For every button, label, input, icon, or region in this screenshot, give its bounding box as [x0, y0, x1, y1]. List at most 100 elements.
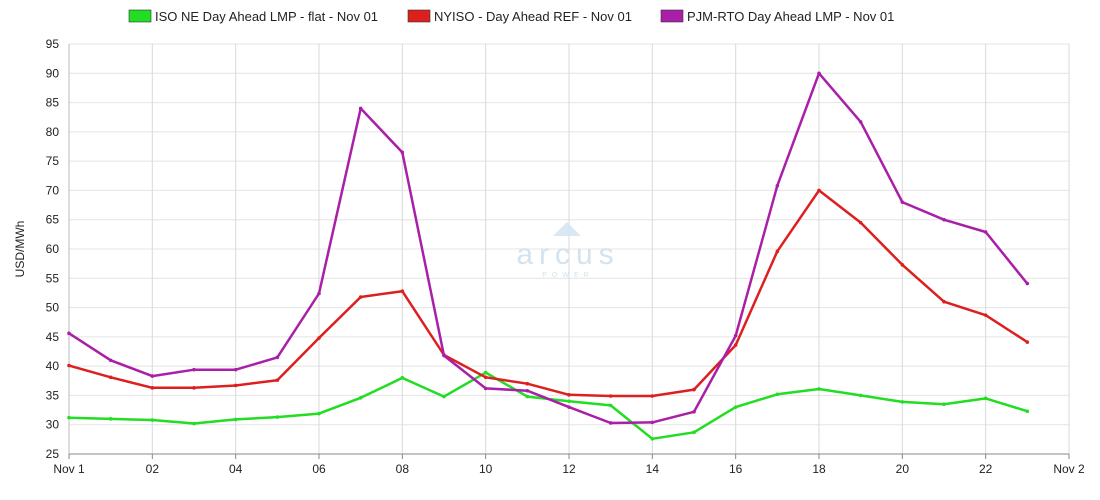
series-point[interactable] — [983, 396, 988, 401]
series-point[interactable] — [275, 355, 280, 360]
legend-swatch[interactable] — [407, 9, 431, 23]
series-point[interactable] — [483, 375, 488, 380]
series-point[interactable] — [233, 383, 238, 388]
watermark-triangle-icon — [553, 222, 581, 236]
x-tick-label: 18 — [812, 462, 826, 476]
series-2[interactable] — [67, 188, 1030, 398]
series-point[interactable] — [108, 417, 113, 421]
series-point[interactable] — [233, 417, 238, 422]
series-point[interactable] — [108, 375, 113, 380]
watermark-brand: arcus — [516, 238, 619, 271]
series-point[interactable] — [567, 405, 571, 409]
series-point[interactable] — [733, 343, 738, 347]
series-point[interactable] — [358, 395, 363, 400]
legend-swatch[interactable] — [660, 9, 684, 23]
series-point[interactable] — [692, 410, 696, 414]
legend-item-3[interactable]: PJM-RTO Day Ahead LMP - Nov 01 — [660, 9, 894, 24]
series-point[interactable] — [775, 392, 780, 397]
series-point[interactable] — [108, 358, 113, 363]
series-point[interactable] — [67, 415, 71, 420]
series-point[interactable] — [67, 331, 71, 336]
series-point[interactable] — [858, 220, 863, 225]
series-point[interactable] — [775, 183, 780, 188]
series-1[interactable] — [67, 370, 1030, 441]
series-point[interactable] — [525, 388, 530, 393]
x-tick-label: 12 — [562, 462, 576, 476]
series-point[interactable] — [1025, 409, 1030, 414]
y-tick-label: 80 — [46, 125, 60, 139]
series-point[interactable] — [483, 386, 488, 391]
series-point[interactable] — [983, 230, 988, 234]
series-point[interactable] — [483, 370, 488, 375]
legend-label[interactable]: NYISO - Day Ahead REF - Nov 01 — [434, 9, 632, 24]
watermark-tagline: POWER — [542, 272, 593, 279]
series-point[interactable] — [650, 436, 655, 441]
legend-label[interactable]: ISO NE Day Ahead LMP - flat - Nov 01 — [155, 9, 378, 24]
series-point[interactable] — [192, 386, 196, 390]
series-point[interactable] — [442, 394, 446, 399]
series-point[interactable] — [608, 403, 613, 408]
series-point[interactable] — [650, 420, 655, 425]
series-point[interactable] — [192, 421, 196, 426]
series-point[interactable] — [1025, 340, 1030, 344]
series-point[interactable] — [400, 150, 405, 155]
series-point[interactable] — [983, 313, 988, 317]
series-point[interactable] — [817, 71, 821, 76]
series-point[interactable] — [525, 394, 530, 399]
x-tick-label: 08 — [396, 462, 410, 476]
series-point[interactable] — [192, 367, 196, 372]
series-point[interactable] — [567, 399, 571, 404]
series-point[interactable] — [942, 402, 946, 407]
legend-swatch[interactable] — [128, 9, 152, 23]
series-line[interactable] — [68, 189, 1028, 398]
series-point[interactable] — [608, 394, 613, 398]
series-point[interactable] — [733, 333, 738, 338]
series-point[interactable] — [233, 367, 238, 372]
series-point[interactable] — [900, 263, 905, 267]
series-point[interactable] — [692, 387, 696, 392]
series-point[interactable] — [358, 106, 363, 111]
series-point[interactable] — [67, 363, 71, 368]
y-tick-label: 40 — [46, 359, 60, 373]
y-tick-label: 30 — [46, 418, 60, 432]
series-point[interactable] — [733, 405, 738, 409]
x-tick-label: 20 — [896, 462, 910, 476]
series-point[interactable] — [358, 295, 363, 299]
series-point[interactable] — [817, 188, 821, 193]
series-point[interactable] — [1025, 281, 1030, 286]
series-line[interactable] — [68, 72, 1029, 425]
series-point[interactable] — [942, 217, 946, 222]
series-line[interactable] — [68, 371, 1028, 441]
legend-item-2[interactable]: NYISO - Day Ahead REF - Nov 01 — [407, 9, 632, 24]
series-point[interactable] — [900, 200, 905, 204]
series-point[interactable] — [317, 411, 321, 416]
series-point[interactable] — [150, 386, 155, 390]
series-point[interactable] — [858, 393, 863, 398]
series-point[interactable] — [317, 291, 321, 296]
series-point[interactable] — [150, 374, 155, 378]
series-point[interactable] — [775, 249, 780, 254]
series-point[interactable] — [692, 430, 696, 435]
x-tick-label: Nov 1 — [53, 462, 85, 476]
series-point[interactable] — [317, 336, 321, 340]
series-point[interactable] — [608, 421, 613, 425]
series-point[interactable] — [942, 299, 946, 304]
y-tick-label: 95 — [46, 37, 60, 51]
series-point[interactable] — [275, 378, 280, 383]
series-3[interactable] — [67, 71, 1030, 425]
series-point[interactable] — [400, 289, 405, 293]
series-point[interactable] — [275, 415, 280, 419]
series-point[interactable] — [650, 394, 655, 398]
series-point[interactable] — [900, 400, 905, 404]
series-point[interactable] — [817, 387, 821, 391]
series-point[interactable] — [567, 393, 571, 397]
legend-item-1[interactable]: ISO NE Day Ahead LMP - flat - Nov 01 — [128, 9, 378, 24]
series-point[interactable] — [858, 120, 863, 124]
legend[interactable]: ISO NE Day Ahead LMP - flat - Nov 01 NYIS… — [128, 9, 894, 24]
series-point[interactable] — [525, 381, 530, 386]
series-point[interactable] — [150, 418, 155, 422]
series-point[interactable] — [442, 353, 446, 358]
legend-label[interactable]: PJM-RTO Day Ahead LMP - Nov 01 — [687, 9, 894, 24]
series-point[interactable] — [400, 376, 405, 380]
